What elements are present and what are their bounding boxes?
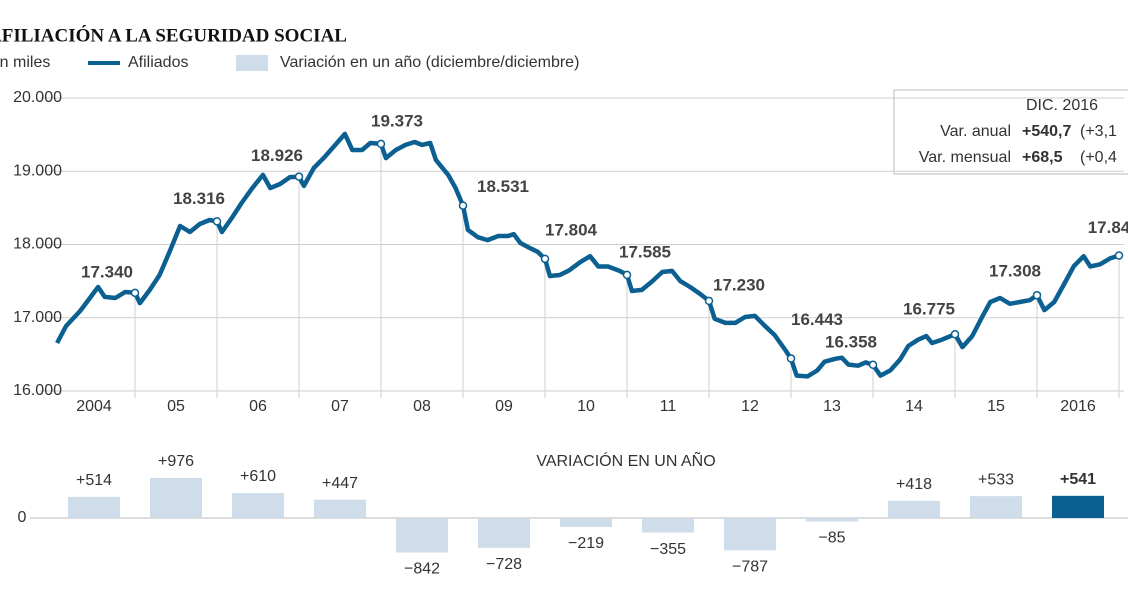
y-tick-label: 16.000 [13,382,62,399]
x-tick-label: 09 [495,398,513,415]
point-label: 16.775 [903,300,955,319]
info-label: Var. mensual [919,149,1011,166]
value-label: +447 [322,475,358,492]
point-label: 16.443 [791,310,843,329]
x-tick-label: 11 [660,398,677,415]
point-label: 17.340 [81,262,133,281]
bar [560,518,612,527]
value-label: +541 [1060,471,1096,488]
point-marker [212,217,222,226]
point-label: 17.804 [545,220,598,239]
info-box [893,89,1128,175]
bar [396,518,448,553]
point-label: 17.585 [619,242,671,261]
point-marker [458,201,468,210]
bar [68,496,120,518]
point-label: 17.308 [989,262,1041,281]
point-label: 18.926 [251,146,303,165]
bar [642,518,694,533]
x-tick-label: 2004 [76,398,112,415]
y-tick-label: 17.000 [13,309,62,326]
bar [1052,495,1104,518]
chart-title: AFILIACIÓN A LA SEGURIDAD SOCIAL [0,24,347,46]
bar [478,518,530,548]
legend-label: Variación en un año (diciembre/diciembre… [280,54,579,71]
x-tick-label: 06 [249,398,267,415]
value-label: −219 [568,535,604,552]
x-tick-label: 10 [577,398,595,415]
point-marker [1114,251,1124,260]
value-label: +533 [978,471,1014,488]
x-tick-label: 14 [905,398,923,415]
point-marker [294,172,304,181]
value-label: −842 [404,561,440,578]
y-tick-label: 18.000 [13,236,62,253]
info-value: +540,7 [1022,123,1071,140]
value-label: +610 [240,468,276,485]
point-marker [704,296,714,306]
legend-label: Afiliados [128,54,188,71]
x-tick-label: 13 [823,398,841,415]
point-marker [1032,290,1042,300]
point-label: 16.358 [825,332,877,351]
line-series [55,131,1120,379]
x-tick-label: 08 [413,398,431,415]
bar [970,496,1022,518]
point-marker [376,139,386,149]
point-label: 18.316 [173,189,225,208]
info-value: +68,5 [1022,149,1063,166]
info-pct: (+3,1 [1080,123,1117,140]
point-label: 18.531 [477,177,529,196]
x-tick-label: 07 [331,398,349,415]
point-marker [868,360,878,370]
x-tick-label: 2016 [1060,398,1096,415]
bar [724,518,776,551]
point-marker [786,354,796,363]
value-label: +514 [76,472,112,489]
value-label: −355 [650,541,686,558]
y-tick-label: 19.000 [13,162,62,179]
bar [150,477,202,518]
point-marker [622,270,632,280]
bar [232,492,284,518]
y-tick-label: 0 [18,509,27,526]
value-label: +418 [896,476,932,493]
point-marker [540,254,550,264]
point-label: 17.230 [713,275,765,294]
x-tick-label: 05 [167,398,185,415]
point-label: 17.84 [1088,218,1128,237]
info-label: Var. anual [940,123,1011,140]
value-label: +976 [158,453,194,470]
value-label: −85 [818,530,845,547]
value-label: −787 [732,558,768,575]
chart-subtitle: En miles [0,54,50,71]
bar [314,499,366,518]
bar [806,518,858,522]
info-title: DIC. 2016 [1026,97,1098,114]
value-label: −728 [486,556,522,573]
y-tick-label: 20.000 [13,89,62,106]
info-pct: (+0,4 [1080,149,1117,166]
point-label: 19.373 [371,111,423,130]
point-marker [130,288,140,298]
bar-chart-title: VARIACIÓN EN UN AÑO [536,450,715,470]
x-tick-label: 12 [741,398,759,415]
point-marker [950,329,960,339]
legend-swatch [236,55,268,71]
x-tick-label: 15 [987,398,1005,415]
bar [888,500,940,518]
